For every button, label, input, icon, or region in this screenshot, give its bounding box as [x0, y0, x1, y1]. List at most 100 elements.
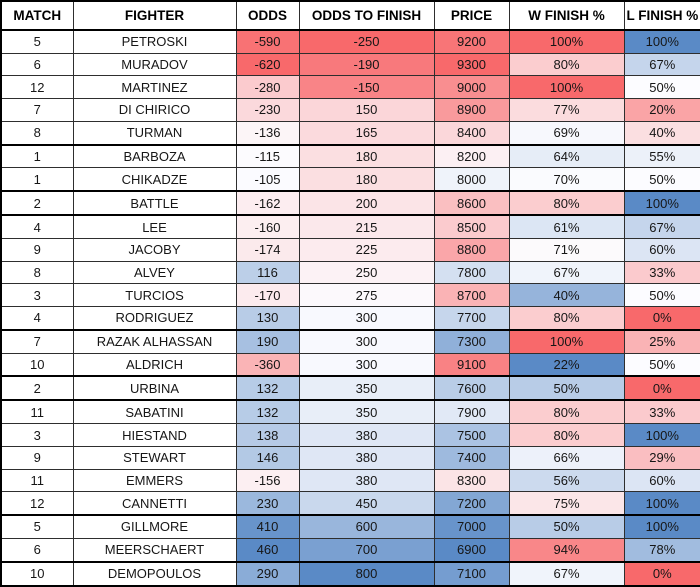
table-row: 5 PETROSKI -590 -250 9200 100% 100%: [0, 29, 700, 54]
cell-fighter: STEWART: [72, 445, 237, 470]
cell-odds-to-finish: 800: [298, 561, 435, 587]
cell-odds-to-finish: -250: [298, 29, 435, 54]
cell-odds-to-finish: 380: [298, 423, 435, 447]
cell-odds: -360: [235, 352, 300, 378]
cell-w-finish: 64%: [508, 144, 625, 169]
cell-price: 8600: [433, 190, 510, 217]
cell-w-finish: 94%: [508, 537, 625, 563]
cell-odds: 116: [235, 260, 300, 285]
table-row: 9 STEWART 146 380 7400 66% 29%: [0, 445, 700, 470]
cell-price: 7400: [433, 445, 510, 470]
cell-match: 6: [0, 52, 74, 77]
cell-price: 7000: [433, 514, 510, 539]
cell-odds-to-finish: 275: [298, 283, 435, 307]
cell-odds: -230: [235, 98, 300, 122]
cell-w-finish: 100%: [508, 329, 625, 354]
cell-fighter: URBINA: [72, 375, 237, 402]
cell-odds-to-finish: 380: [298, 445, 435, 470]
cell-l-finish: 25%: [623, 329, 700, 354]
cell-odds-to-finish: 180: [298, 167, 435, 193]
cell-fighter: EMMERS: [72, 468, 237, 493]
cell-l-finish: 50%: [623, 167, 700, 193]
cell-odds: -160: [235, 214, 300, 240]
table-row: 12 CANNETTI 230 450 7200 75% 100%: [0, 491, 700, 517]
cell-match: 9: [0, 238, 74, 262]
cell-odds: 132: [235, 375, 300, 402]
cell-match: 10: [0, 561, 74, 587]
cell-price: 9200: [433, 29, 510, 54]
cell-odds-to-finish: 200: [298, 190, 435, 217]
cell-match: 6: [0, 537, 74, 563]
cell-fighter: BATTLE: [72, 190, 237, 217]
cell-odds: 460: [235, 537, 300, 563]
column-header-w-finish: W FINISH %: [508, 0, 625, 31]
cell-match: 8: [0, 120, 74, 146]
cell-match: 1: [0, 167, 74, 193]
column-header-price: PRICE: [433, 0, 510, 31]
table-row: 2 BATTLE -162 200 8600 80% 100%: [0, 190, 700, 217]
cell-l-finish: 50%: [623, 283, 700, 307]
cell-w-finish: 70%: [508, 167, 625, 193]
cell-match: 4: [0, 305, 74, 331]
cell-odds-to-finish: 350: [298, 375, 435, 402]
cell-odds: -136: [235, 120, 300, 146]
table-body: 5 PETROSKI -590 -250 9200 100% 100% 6 MURADOV -62…: [0, 29, 700, 587]
cell-w-finish: 22%: [508, 352, 625, 378]
cell-odds: 132: [235, 399, 300, 425]
cell-fighter: JACOBY: [72, 238, 237, 262]
table-row: 4 LEE -160 215 8500 61% 67%: [0, 214, 700, 240]
cell-price: 7100: [433, 561, 510, 587]
cell-odds-to-finish: 150: [298, 98, 435, 122]
cell-match: 7: [0, 329, 74, 354]
cell-odds-to-finish: 300: [298, 352, 435, 378]
table-row: 5 GILLMORE 410 600 7000 50% 100%: [0, 514, 700, 539]
table-row: 11 SABATINI 132 350 7900 80% 33%: [0, 399, 700, 425]
table-row: 10 DEMOPOULOS 290 800 7100 67% 0%: [0, 561, 700, 587]
cell-l-finish: 100%: [623, 29, 700, 54]
cell-odds-to-finish: 300: [298, 329, 435, 354]
cell-fighter: MURADOV: [72, 52, 237, 77]
cell-match: 11: [0, 468, 74, 493]
cell-fighter: RAZAK ALHASSAN: [72, 329, 237, 354]
cell-price: 7600: [433, 375, 510, 402]
cell-l-finish: 55%: [623, 144, 700, 169]
table-row: 1 BARBOZA -115 180 8200 64% 55%: [0, 144, 700, 169]
table-row: 8 TURMAN -136 165 8400 69% 40%: [0, 120, 700, 146]
cell-w-finish: 80%: [508, 305, 625, 331]
cell-l-finish: 0%: [623, 561, 700, 587]
cell-l-finish: 100%: [623, 190, 700, 217]
cell-odds-to-finish: 215: [298, 214, 435, 240]
cell-match: 7: [0, 98, 74, 122]
cell-l-finish: 60%: [623, 238, 700, 262]
cell-fighter: LEE: [72, 214, 237, 240]
cell-odds-to-finish: 380: [298, 468, 435, 493]
cell-odds: 146: [235, 445, 300, 470]
cell-fighter: BARBOZA: [72, 144, 237, 169]
cell-match: 9: [0, 445, 74, 470]
cell-fighter: ALVEY: [72, 260, 237, 285]
cell-l-finish: 78%: [623, 537, 700, 563]
cell-odds-to-finish: 250: [298, 260, 435, 285]
cell-match: 2: [0, 375, 74, 402]
cell-odds-to-finish: 300: [298, 305, 435, 331]
table-row: 1 CHIKADZE -105 180 8000 70% 50%: [0, 167, 700, 193]
column-header-odds: ODDS: [235, 0, 300, 31]
cell-w-finish: 80%: [508, 423, 625, 447]
cell-l-finish: 67%: [623, 52, 700, 77]
cell-fighter: TURCIOS: [72, 283, 237, 307]
table-row: 7 RAZAK ALHASSAN 190 300 7300 100% 25%: [0, 329, 700, 354]
cell-fighter: MARTINEZ: [72, 75, 237, 100]
cell-w-finish: 80%: [508, 190, 625, 217]
cell-odds: 410: [235, 514, 300, 539]
cell-match: 5: [0, 514, 74, 539]
cell-w-finish: 56%: [508, 468, 625, 493]
cell-w-finish: 75%: [508, 491, 625, 517]
cell-l-finish: 67%: [623, 214, 700, 240]
header-row: MATCH FIGHTER ODDS ODDS TO FINISH PRICE …: [0, 0, 700, 31]
cell-price: 9100: [433, 352, 510, 378]
cell-odds: 130: [235, 305, 300, 331]
cell-odds: 190: [235, 329, 300, 354]
cell-odds-to-finish: 350: [298, 399, 435, 425]
cell-match: 1: [0, 144, 74, 169]
cell-w-finish: 71%: [508, 238, 625, 262]
